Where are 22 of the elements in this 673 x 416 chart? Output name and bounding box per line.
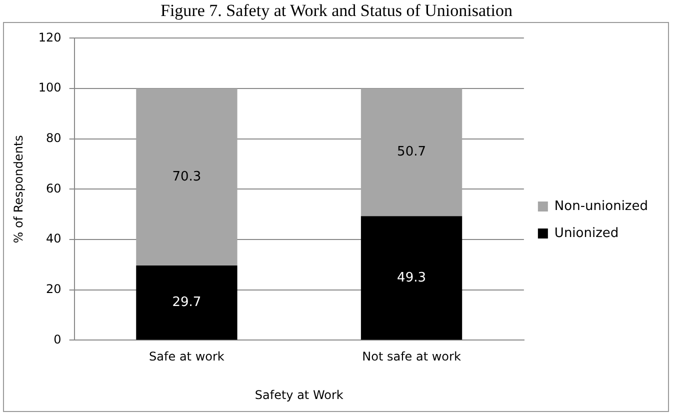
bar <box>360 216 462 340</box>
x-axis-title: Safety at Work <box>254 388 344 402</box>
y-tick-label: 40 <box>46 232 62 246</box>
x-tick-label: Safe at work <box>149 350 224 364</box>
chart-title: Figure 7. Safety at Work and Status of Unionisation <box>160 0 514 22</box>
y-tick-label: 0 <box>54 332 62 346</box>
y-tick-label: 20 <box>46 282 62 296</box>
data-label: 49.3 <box>397 270 426 286</box>
y-tick-label: 100 <box>38 80 62 95</box>
x-tick-label: Not safe at work <box>362 350 461 364</box>
data-label: 29.7 <box>172 294 202 310</box>
y-tick-label: 60 <box>46 181 62 196</box>
legend-label: Unionized <box>554 226 619 241</box>
bar <box>360 88 462 216</box>
y-tick-label: 120 <box>38 30 62 44</box>
bar <box>136 88 238 266</box>
y-tick-label: 80 <box>46 130 62 145</box>
data-label: 50.7 <box>397 144 426 160</box>
y-axis-title: % of Respondents <box>11 135 26 244</box>
bar <box>136 265 238 340</box>
legend-label: Non-unionized <box>554 198 648 214</box>
data-label: 70.3 <box>172 169 202 184</box>
